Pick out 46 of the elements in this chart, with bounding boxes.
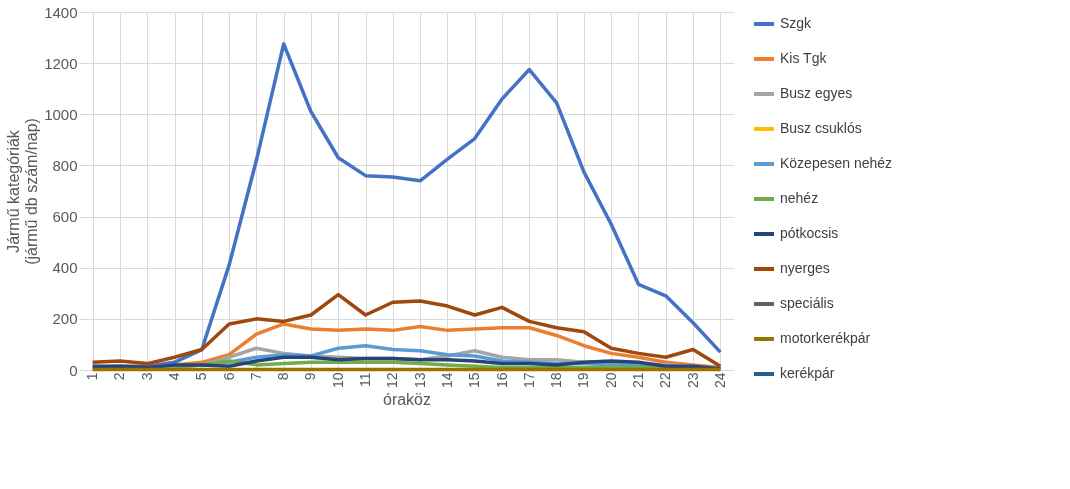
y-tick-label: 800 [52,156,78,174]
x-tick-label: 22 [657,372,674,389]
legend-label: motorkerékpár [780,330,871,346]
x-tick-label: 9 [302,372,319,381]
y-tick-label: 400 [52,259,78,277]
y-tick-label: 0 [69,361,78,379]
y-axis-title: Jármű kategóriák (jármű db szám/nap) [5,118,41,265]
x-tick-label: 3 [138,372,155,381]
x-tick-label: 11 [357,372,374,388]
x-tick-label: 7 [247,372,264,381]
legend-label: pótkocsis [780,225,839,241]
y-tick-label: 200 [52,310,78,328]
x-tick-label: 8 [275,372,292,381]
legend-label: speciális [780,295,834,311]
legend-label: Busz egyes [780,85,853,101]
x-tick-label: 13 [411,372,428,389]
y-tick-label: 1000 [44,105,78,123]
legend-label: Szgk [780,15,813,31]
x-tick-label: 2 [111,372,128,381]
x-tick-label: 23 [684,372,701,389]
y-tick-label: 1200 [44,54,78,72]
x-tick-label: 17 [520,372,537,389]
legend-label: Busz csuklós [780,120,862,136]
line-series [90,292,723,368]
x-tick-label: 1 [84,372,101,381]
x-tick-label: 6 [220,372,237,381]
y-tick-label: 600 [52,208,78,226]
x-tick-label: 18 [548,372,565,389]
legend-label: Kis Tgk [780,50,828,66]
legend-label: kerékpár [780,365,835,381]
x-tick-label: 14 [438,372,455,389]
legend-label: nehéz [780,190,819,206]
x-tick-label: 5 [193,372,210,381]
x-tick-label: 4 [166,372,183,381]
x-tick-label: 12 [384,372,401,389]
x-tick-label: 15 [466,372,483,389]
legend-label: nyerges [780,260,830,276]
x-tick-label: 16 [493,372,510,389]
y-tick-label: 1400 [44,3,78,21]
x-tick-label: 20 [602,372,619,389]
x-axis-title: óraköz [382,391,432,409]
x-tick-label: 21 [629,372,646,389]
x-tick-label: 10 [329,372,346,389]
legend-label: Közepesen nehéz [780,155,893,171]
x-tick-label: 24 [711,372,728,389]
x-tick-label: 19 [575,372,592,389]
